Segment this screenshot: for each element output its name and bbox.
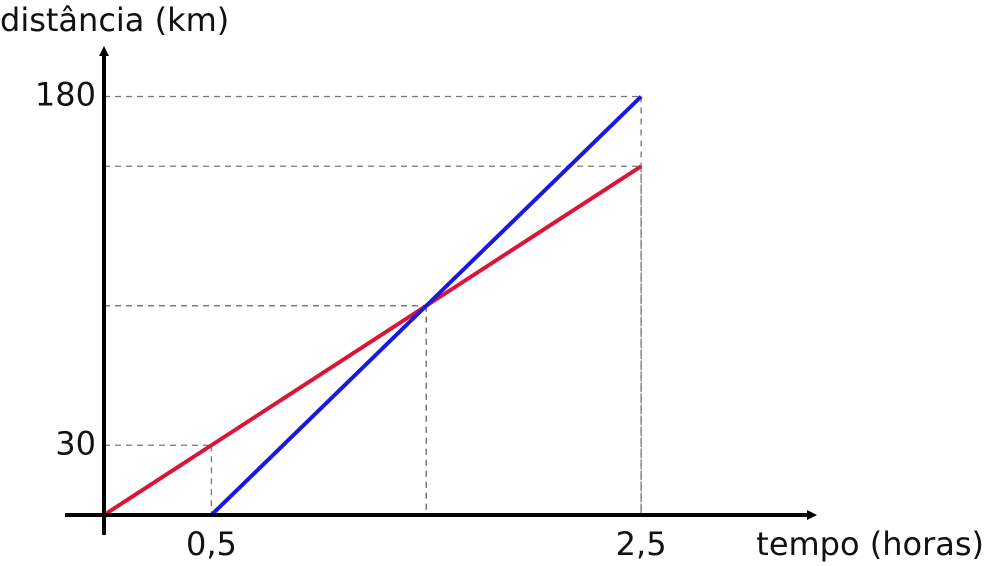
x-tick-label: 0,5 xyxy=(186,525,237,563)
y-tick-label: 30 xyxy=(55,424,96,462)
y-axis-label: distância (km) xyxy=(0,1,229,39)
y-tick-label: 180 xyxy=(35,76,96,114)
x-tick-label: 2,5 xyxy=(616,525,667,563)
series-line xyxy=(210,95,643,517)
plot xyxy=(102,95,643,517)
x-axis-label: tempo (horas) xyxy=(756,525,984,563)
series-line xyxy=(102,164,643,517)
guides xyxy=(104,95,642,515)
